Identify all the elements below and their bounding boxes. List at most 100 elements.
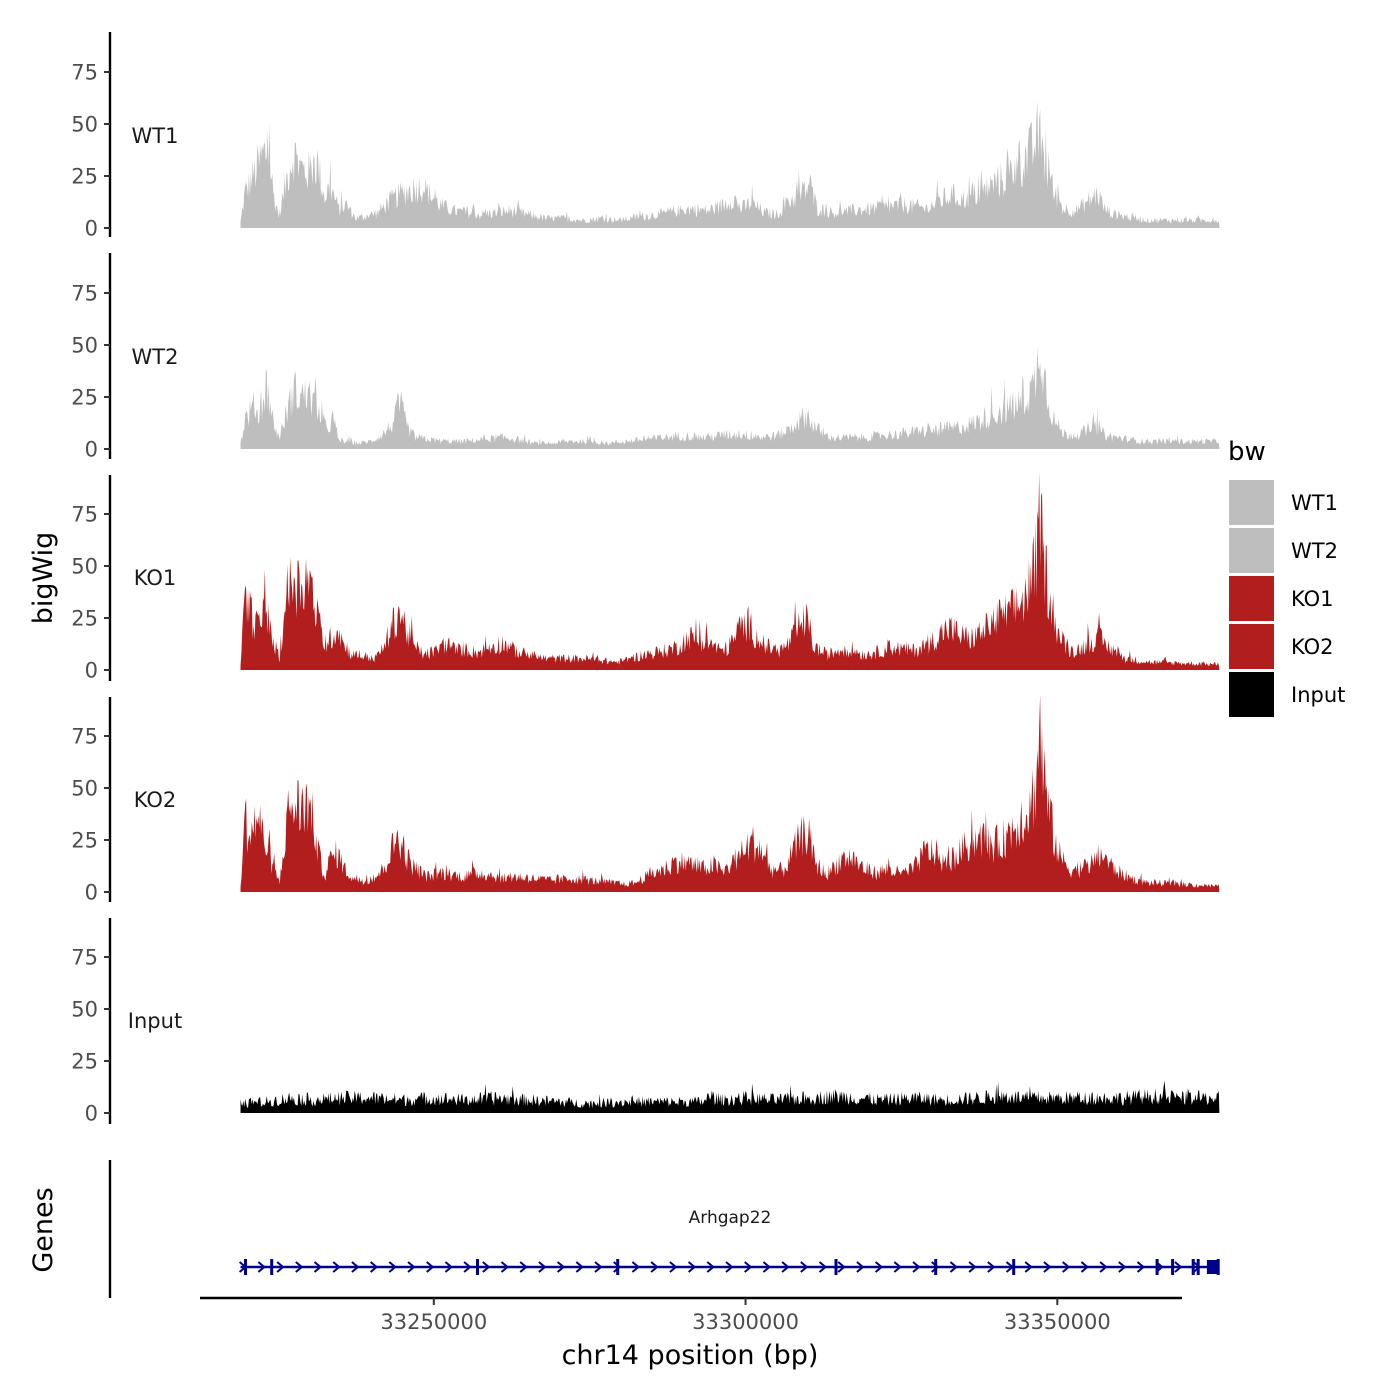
strand-arrow [725, 1261, 734, 1273]
strand-arrow [631, 1261, 640, 1273]
strand-arrow [444, 1261, 453, 1273]
track-wt2: 0 25 50 75 WT2 [71, 253, 1220, 462]
exon-mark [616, 1259, 620, 1275]
exon-mark [934, 1259, 938, 1275]
y-tick-label: 0 [85, 659, 98, 683]
legend-label-input: Input [1291, 683, 1345, 707]
strand-arrow [613, 1261, 622, 1273]
track-wt1: 0 25 50 75 WT1 [71, 32, 1220, 241]
y-tick-label: 25 [71, 165, 98, 189]
strand-arrow [351, 1261, 360, 1273]
signal-area-wt1 [240, 101, 1220, 228]
genes-axis-title: Genes [28, 1187, 59, 1272]
strand-arrow [1024, 1261, 1033, 1273]
exon-mark [476, 1259, 479, 1275]
y-axis-title: bigWig [28, 532, 59, 625]
legend: bw WT1 WT2 KO1 KO2 Input [1228, 437, 1345, 717]
strand-arrow [912, 1261, 921, 1273]
strand-arrow [1043, 1261, 1052, 1273]
strand-arrow [706, 1261, 715, 1273]
strand-arrow [650, 1261, 659, 1273]
track-ko2: 0 25 50 75 KO2 [71, 694, 1220, 905]
strand-arrow [687, 1261, 697, 1273]
signal-tracks: 0 25 50 75 WT1 0 25 50 75 WT2 0 25 50 75 KO1 0 25 50 75 KO2… [71, 32, 1220, 1126]
strand-arrow [407, 1261, 416, 1273]
signal-area-input [240, 1080, 1220, 1113]
legend-swatch-ko2 [1229, 624, 1274, 669]
y-tick-label: 0 [85, 217, 98, 241]
x-axis: 33250000 33300000 33350000 [200, 1296, 1182, 1334]
exon-mark [1191, 1259, 1195, 1275]
legend-label-wt2: WT2 [1291, 539, 1338, 563]
strand-arrow [463, 1261, 472, 1273]
strand-arrow [388, 1261, 397, 1273]
y-tick-label: 75 [71, 725, 98, 749]
y-tick-label: 75 [71, 946, 98, 970]
strand-arrow [931, 1261, 940, 1273]
strand-arrow [369, 1261, 379, 1273]
strand-arrow [949, 1261, 958, 1273]
y-tick-label: 50 [71, 998, 98, 1022]
y-tick-label: 25 [71, 607, 98, 631]
y-tick-label: 25 [71, 1050, 98, 1074]
exon-mark [1196, 1259, 1200, 1275]
gene-name-label: Arhgap22 [689, 1208, 772, 1228]
strand-arrow [669, 1261, 678, 1273]
strand-arrow [781, 1261, 790, 1273]
legend-label-ko1: KO1 [1291, 587, 1334, 611]
track-label-ko1: KO1 [134, 566, 177, 590]
strand-arrow [818, 1261, 828, 1273]
track-input: 0 25 50 75 Input [71, 918, 1220, 1126]
legend-swatch-wt1 [1229, 480, 1274, 525]
y-tick-label: 50 [71, 334, 98, 358]
strand-arrow [1174, 1261, 1183, 1273]
legend-label-ko2: KO2 [1291, 635, 1334, 659]
y-tick-label: 25 [71, 829, 98, 853]
x-tick-label: 33300000 [692, 1310, 799, 1334]
y-tick-label: 0 [85, 1102, 98, 1126]
y-tick-label: 75 [71, 61, 98, 85]
genes-panel: Arhgap22 [108, 1160, 1220, 1298]
strand-arrow [1062, 1261, 1071, 1273]
strand-arrow [313, 1261, 323, 1273]
track-label-wt2: WT2 [132, 345, 179, 369]
y-tick-label: 50 [71, 555, 98, 579]
strand-arrow [1080, 1261, 1089, 1273]
signal-area-wt2 [240, 347, 1220, 449]
y-tick-label: 0 [85, 881, 98, 905]
strand-arrow [874, 1261, 884, 1273]
track-label-input: Input [128, 1009, 182, 1033]
exon-mark [1155, 1259, 1159, 1275]
legend-title: bw [1228, 437, 1266, 467]
legend-swatch-input [1229, 672, 1274, 717]
strand-arrow [519, 1261, 528, 1273]
strand-arrow [1136, 1261, 1146, 1273]
signal-area-ko1 [240, 472, 1220, 670]
strand-arrow [332, 1261, 341, 1273]
gene-3prime-block [1206, 1260, 1220, 1274]
y-tick-label: 0 [85, 438, 98, 462]
x-tick-label: 33250000 [380, 1310, 487, 1334]
strand-arrow [556, 1261, 566, 1273]
strand-arrow [295, 1261, 304, 1273]
strand-arrow [762, 1261, 771, 1273]
y-tick-label: 50 [71, 777, 98, 801]
strand-arrow [837, 1261, 846, 1273]
strand-arrow [1118, 1261, 1127, 1273]
y-tick-label: 25 [71, 386, 98, 410]
x-tick-label: 33350000 [1004, 1310, 1111, 1334]
track-label-ko2: KO2 [134, 788, 177, 812]
y-tick-label: 75 [71, 282, 98, 306]
exon-mark [1171, 1259, 1175, 1275]
strand-arrow [575, 1261, 584, 1273]
strand-arrow [482, 1261, 491, 1273]
strand-arrow [276, 1261, 285, 1273]
exon-mark [1012, 1259, 1016, 1275]
exon-mark [834, 1259, 838, 1275]
strand-arrow [1099, 1261, 1108, 1273]
strand-arrow [893, 1261, 902, 1273]
strand-arrow [987, 1261, 996, 1273]
strand-arrow [744, 1261, 753, 1273]
legend-swatch-ko1 [1229, 576, 1274, 621]
